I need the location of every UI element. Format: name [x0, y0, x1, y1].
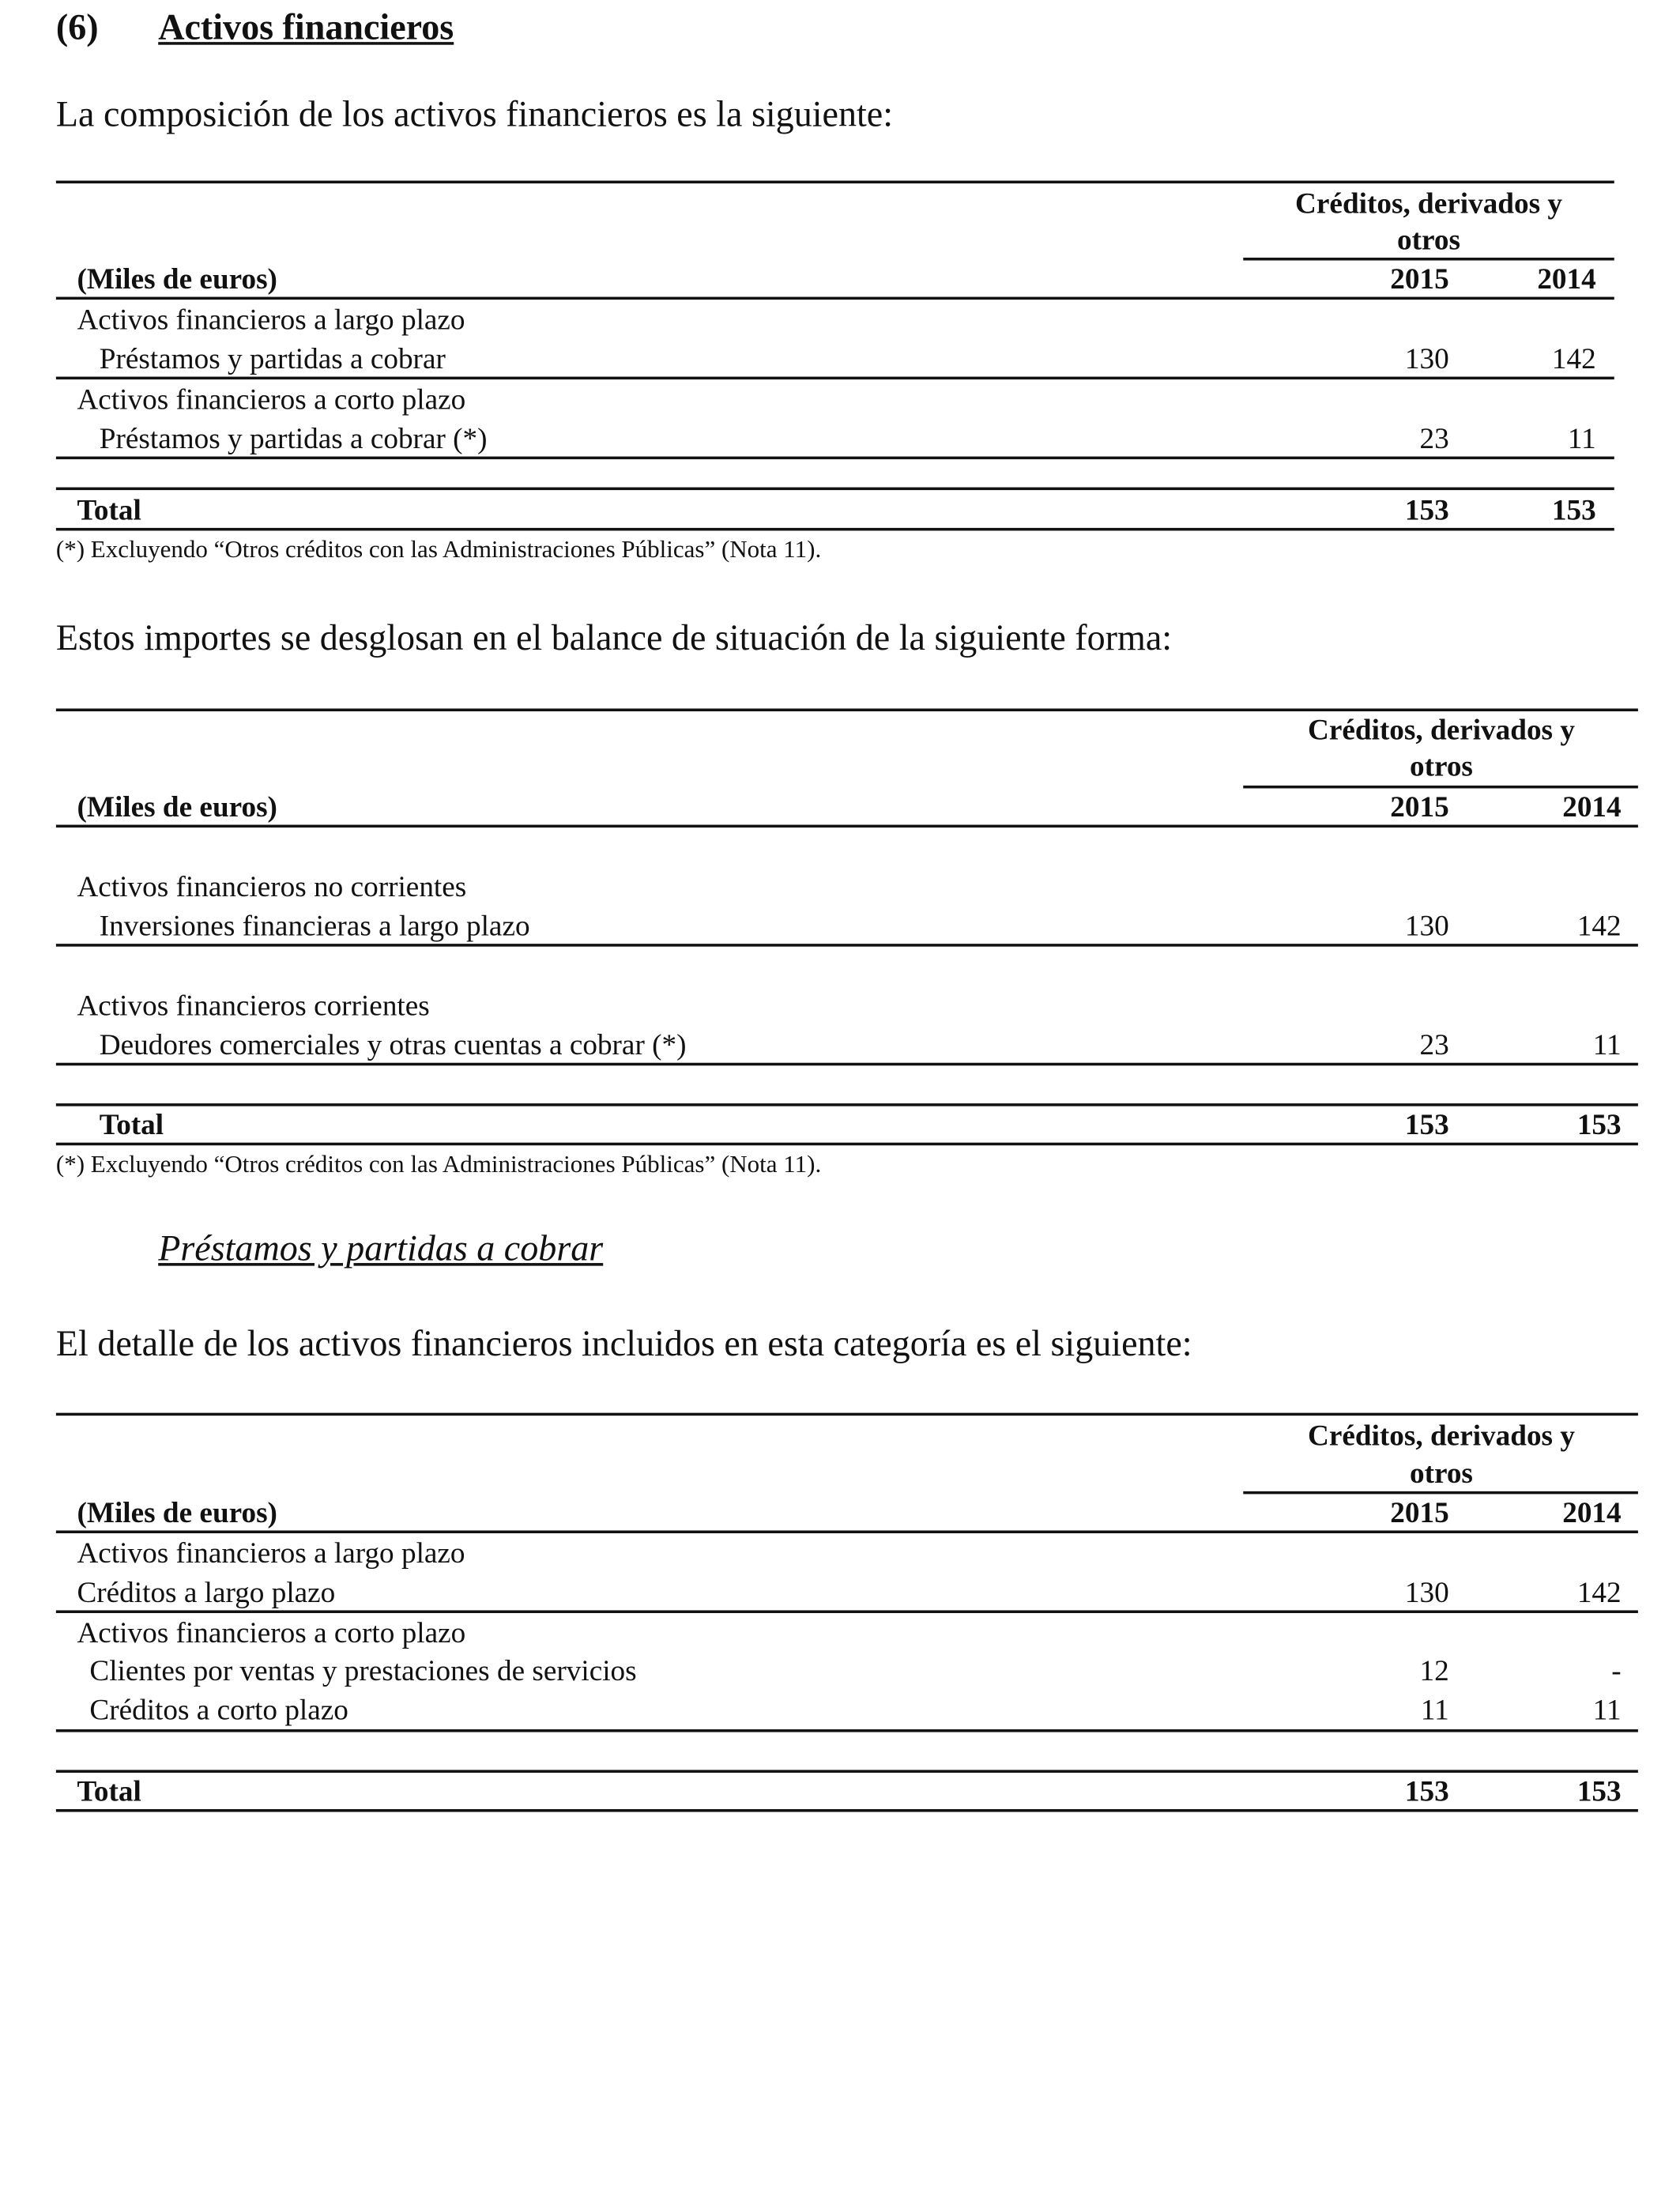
cell-2015: 130 — [1404, 1575, 1449, 1609]
total-2015: 153 — [1404, 1774, 1449, 1808]
cell-2014: 142 — [1576, 1575, 1622, 1609]
row-label: Deudores comerciales y otras cuentas a c… — [99, 1027, 687, 1061]
total-label: Total — [77, 492, 141, 527]
cell-2014: 11 — [1592, 1692, 1622, 1727]
unit-label: (Miles de euros) — [77, 1495, 277, 1529]
cell-2015: 23 — [1419, 421, 1449, 455]
table-rule — [55, 824, 1638, 827]
cell-2014: 142 — [1576, 908, 1622, 943]
table-rule — [1243, 785, 1638, 788]
footnote: (*) Excluyendo “Otros créditos con las A… — [55, 1149, 822, 1178]
row-label: Préstamos y partidas a cobrar — [99, 341, 446, 375]
table-rule — [55, 456, 1614, 459]
row-label: Créditos a corto plazo — [89, 1692, 348, 1727]
table-rule — [55, 1062, 1638, 1065]
footnote: (*) Excluyendo “Otros créditos con las A… — [55, 534, 822, 564]
table-rule — [55, 1103, 1638, 1106]
section-title: Activos financieros — [158, 6, 454, 48]
cell-2015: 12 — [1419, 1653, 1449, 1687]
group-header: Créditos, derivados y — [1307, 712, 1575, 747]
row-label: Activos financieros a largo plazo — [77, 1536, 465, 1570]
table-rule — [1243, 257, 1614, 260]
row-label: Activos financieros a corto plazo — [77, 382, 466, 417]
cell-2015: 130 — [1404, 908, 1449, 943]
total-label: Total — [77, 1774, 141, 1808]
table-rule — [55, 1729, 1638, 1732]
intro-paragraph-1: La composición de los activos financiero… — [55, 93, 894, 135]
year-header: 2014 — [1562, 790, 1622, 824]
cell-2015: 11 — [1420, 1692, 1449, 1727]
total-2014: 153 — [1576, 1774, 1622, 1808]
table-rule — [55, 180, 1614, 183]
table-rule — [55, 1610, 1638, 1613]
intro-paragraph-3: El detalle de los activos financieros in… — [55, 1323, 1192, 1364]
cell-2014: - — [1611, 1653, 1622, 1687]
row-label: Activos financieros a corto plazo — [77, 1615, 466, 1650]
unit-label: (Miles de euros) — [77, 790, 277, 824]
table-rule — [1243, 1491, 1638, 1494]
year-header: 2014 — [1562, 1495, 1622, 1529]
cell-2014: 11 — [1567, 421, 1596, 455]
table-rule — [55, 1530, 1638, 1533]
total-label: Total — [99, 1107, 164, 1141]
total-2014: 153 — [1551, 492, 1596, 527]
row-label: Clientes por ventas y prestaciones de se… — [89, 1653, 637, 1687]
table-rule — [55, 708, 1638, 711]
group-header: Créditos, derivados y — [1295, 186, 1562, 221]
table-rule — [55, 527, 1614, 530]
row-label: Préstamos y partidas a cobrar (*) — [99, 421, 488, 455]
cell-2015: 23 — [1419, 1027, 1449, 1061]
row-label: Activos financieros a largo plazo — [77, 302, 465, 337]
row-label: Inversiones financieras a largo plazo — [99, 908, 530, 943]
total-2015: 153 — [1404, 492, 1449, 527]
section-number: (6) — [55, 6, 99, 48]
table-rule — [55, 487, 1614, 490]
table-rule — [55, 944, 1638, 946]
unit-label: (Miles de euros) — [77, 262, 277, 296]
table-rule — [55, 1809, 1638, 1811]
group-header: otros — [1397, 222, 1460, 257]
row-label: Activos financieros corrientes — [77, 988, 430, 1023]
total-2015: 153 — [1404, 1107, 1449, 1141]
subheading: Préstamos y partidas a cobrar — [158, 1227, 604, 1269]
year-header: 2015 — [1390, 1495, 1449, 1529]
group-header: otros — [1409, 1456, 1473, 1491]
table-rule — [55, 1412, 1638, 1416]
year-header: 2015 — [1390, 790, 1449, 824]
table-rule — [55, 1142, 1638, 1145]
total-2014: 153 — [1576, 1107, 1622, 1141]
table-rule — [55, 1770, 1638, 1773]
table-rule — [55, 376, 1614, 379]
cell-2014: 11 — [1592, 1027, 1622, 1061]
year-header: 2015 — [1390, 262, 1449, 296]
intro-paragraph-2: Estos importes se desglosan en el balanc… — [55, 617, 1173, 658]
table-rule — [55, 296, 1614, 300]
group-header: otros — [1409, 748, 1473, 783]
group-header: Créditos, derivados y — [1307, 1418, 1575, 1453]
cell-2015: 130 — [1404, 341, 1449, 375]
row-label: Créditos a largo plazo — [77, 1575, 336, 1609]
row-label: Activos financieros no corrientes — [77, 869, 467, 903]
year-header: 2014 — [1537, 262, 1596, 296]
cell-2014: 142 — [1551, 341, 1596, 375]
